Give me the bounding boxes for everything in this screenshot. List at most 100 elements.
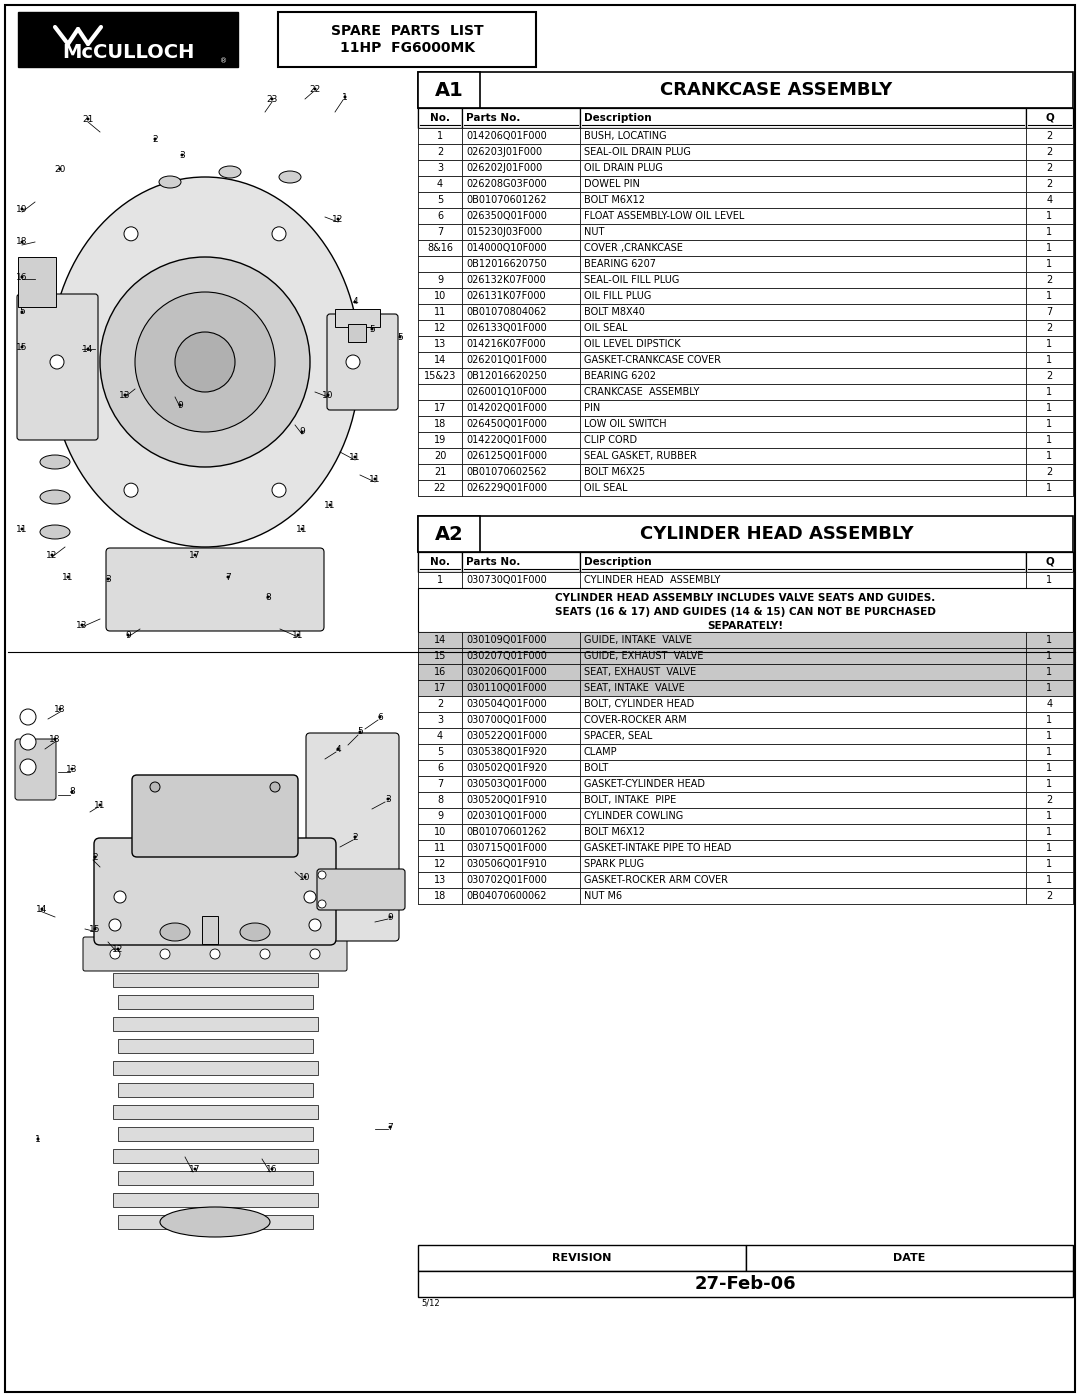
Circle shape	[270, 782, 280, 792]
Text: GASKET-INTAKE PIPE TO HEAD: GASKET-INTAKE PIPE TO HEAD	[584, 842, 731, 854]
Bar	[118, 1039, 313, 1053]
Circle shape	[21, 345, 24, 348]
Bar	[418, 745, 1074, 760]
Text: 1: 1	[1047, 812, 1053, 821]
Text: 17: 17	[189, 1165, 201, 1173]
Text: CYLINDER HEAD  ASSEMBLY: CYLINDER HEAD ASSEMBLY	[584, 576, 720, 585]
Bar	[1026, 129, 1074, 144]
Circle shape	[21, 528, 24, 531]
Bar	[580, 481, 1026, 496]
Circle shape	[150, 782, 160, 792]
Text: 2: 2	[1047, 323, 1053, 332]
Text: BUSH, LOCATING: BUSH, LOCATING	[584, 131, 666, 141]
Text: OIL DRAIN PLUG: OIL DRAIN PLUG	[584, 163, 663, 173]
Bar	[580, 108, 1026, 129]
Circle shape	[86, 348, 90, 351]
Text: 14: 14	[434, 355, 446, 365]
Text: 17: 17	[434, 683, 446, 693]
Text: No.: No.	[430, 113, 450, 123]
Circle shape	[227, 576, 229, 578]
Bar	[418, 552, 462, 571]
Text: COVER ,CRANKCASE: COVER ,CRANKCASE	[584, 243, 683, 253]
Bar	[418, 631, 1074, 648]
Bar	[580, 712, 1026, 728]
Bar	[418, 745, 462, 760]
Bar	[418, 888, 462, 904]
Text: 0B12016620250: 0B12016620250	[465, 372, 546, 381]
Text: 026202J01F000: 026202J01F000	[465, 163, 542, 173]
Text: BOLT M6X12: BOLT M6X12	[584, 196, 645, 205]
Text: 014216K07F000: 014216K07F000	[465, 339, 545, 349]
Circle shape	[272, 483, 286, 497]
Bar	[580, 696, 1026, 712]
Text: SEAL-OIL DRAIN PLUG: SEAL-OIL DRAIN PLUG	[584, 147, 691, 156]
Text: 4: 4	[437, 179, 443, 189]
Ellipse shape	[159, 176, 181, 189]
Text: 11: 11	[434, 307, 446, 317]
Circle shape	[328, 503, 332, 507]
Bar	[1026, 305, 1074, 320]
Text: 13: 13	[119, 391, 131, 400]
Bar	[418, 680, 462, 696]
Text: 1: 1	[1047, 258, 1053, 270]
Text: 10: 10	[434, 827, 446, 837]
Text: 0B12016620750: 0B12016620750	[465, 258, 546, 270]
Circle shape	[353, 455, 356, 458]
Bar	[580, 305, 1026, 320]
Text: SEAL GASKET, RUBBER: SEAL GASKET, RUBBER	[584, 451, 697, 461]
Text: 030522Q01F000: 030522Q01F000	[465, 731, 546, 740]
Text: 2: 2	[92, 852, 98, 862]
Bar	[418, 515, 1074, 552]
Bar	[418, 161, 462, 176]
Circle shape	[124, 483, 138, 497]
Bar	[8, 518, 416, 1299]
Text: NUT M6: NUT M6	[584, 891, 622, 901]
Ellipse shape	[240, 923, 270, 942]
Text: 5: 5	[19, 307, 25, 317]
Text: 1: 1	[1047, 731, 1053, 740]
Text: BEARING 6207: BEARING 6207	[584, 258, 656, 270]
Text: 2: 2	[1047, 147, 1053, 156]
Bar	[418, 648, 462, 664]
Bar	[1026, 176, 1074, 191]
Circle shape	[21, 710, 36, 725]
Bar	[418, 240, 462, 256]
Bar	[418, 400, 1074, 416]
Text: 17: 17	[189, 550, 201, 560]
Text: 13: 13	[66, 764, 78, 774]
Bar	[418, 176, 462, 191]
Circle shape	[270, 98, 273, 101]
Bar	[462, 448, 580, 464]
Text: CRANKCASE ASSEMBLY: CRANKCASE ASSEMBLY	[660, 81, 893, 99]
Bar	[418, 224, 462, 240]
Circle shape	[346, 355, 360, 369]
Text: CLIP CORD: CLIP CORD	[584, 434, 637, 446]
Text: Description: Description	[584, 557, 651, 567]
Bar	[418, 448, 1074, 464]
Text: 6: 6	[437, 763, 443, 773]
Bar	[418, 416, 1074, 432]
Circle shape	[178, 404, 181, 407]
Text: 026208G03F000: 026208G03F000	[465, 179, 546, 189]
Bar	[580, 400, 1026, 416]
Text: 7: 7	[437, 780, 443, 789]
Bar	[418, 648, 1074, 664]
Bar	[1026, 775, 1074, 792]
Bar	[580, 432, 1026, 448]
Bar	[418, 144, 462, 161]
Bar	[418, 631, 462, 648]
Bar	[418, 515, 480, 552]
Text: 7: 7	[225, 573, 231, 581]
Text: SPACER, SEAL: SPACER, SEAL	[584, 731, 652, 740]
Bar	[462, 888, 580, 904]
Bar	[580, 552, 1026, 571]
Text: 2: 2	[1047, 372, 1053, 381]
Circle shape	[41, 908, 43, 911]
Text: No.: No.	[430, 557, 450, 567]
Ellipse shape	[40, 490, 70, 504]
FancyBboxPatch shape	[318, 869, 405, 909]
FancyBboxPatch shape	[15, 739, 56, 800]
Bar	[418, 481, 1074, 496]
Text: 014206Q01F000: 014206Q01F000	[465, 131, 546, 141]
Text: 19: 19	[16, 204, 28, 214]
